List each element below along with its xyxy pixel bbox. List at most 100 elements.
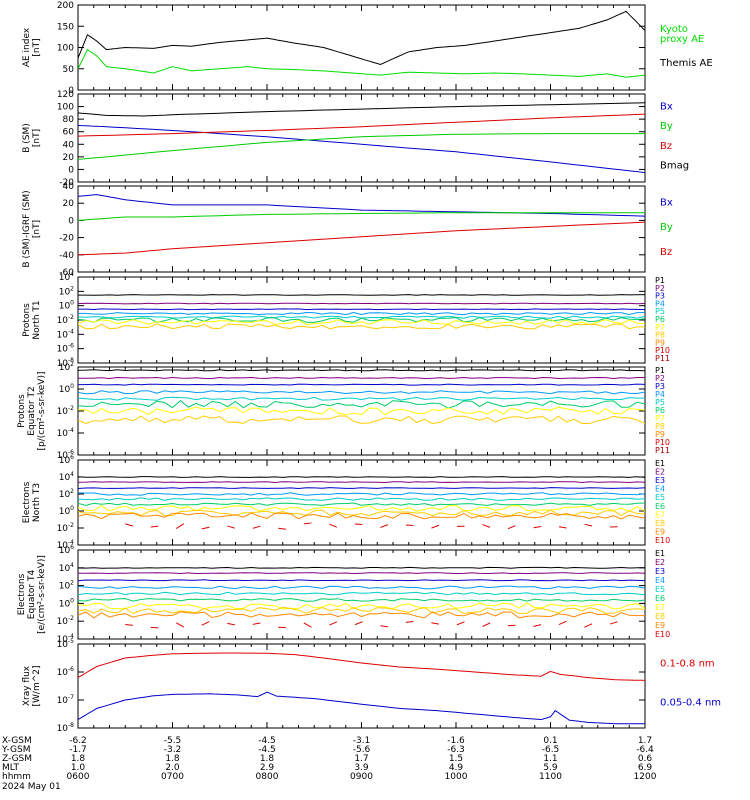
y-tick-label: 100 [57,44,74,54]
y-tick-label: 0 [68,165,74,175]
panel-data [78,476,645,530]
footer-value: 1.7 [638,736,652,746]
footer-value: 2.9 [260,763,275,773]
series-line [78,124,645,174]
y-tick-label: 80 [63,115,75,125]
channel-trace [78,396,645,401]
panel-1: 0 50 100 150 200 AE index[nT] Kyoto proxy AE The… [22,1,713,96]
panel-8: 10-8 10-7 10-6 10-5 Xray flux[W/m^2] 0.1-0.8 … [22,638,721,734]
legend-entry: E6 [655,502,665,511]
channel-trace [78,602,645,610]
y-tick-label: 10-5 [57,638,75,650]
y-tick-label: 20 [63,199,75,209]
y-tick-label: 10-6 [57,343,75,355]
y-axis-label: B (SM)-IGRF (SM)[nT] [22,190,42,267]
y-tick-label: 102 [59,361,74,373]
footer-value: -6.4 [636,745,654,755]
legend-entry: E9 [655,621,665,630]
y-tick-label: 200 [57,1,74,11]
footer-row-label: Y-GSM [1,745,30,755]
channel-trace [78,492,645,496]
legend-entry: 0.1-0.8 nm [660,659,715,670]
footer-value: 0700 [161,772,184,782]
channel-trace [78,566,645,569]
footer-value: 1.1 [543,754,557,764]
y-tick-label: 102 [59,488,74,500]
channel-trace [78,611,645,619]
legend-entry: P9 [655,430,665,439]
sparse-segment [584,623,593,628]
footer-date: 2024 May 01 [2,782,61,792]
y-axis-label: AE index[nT] [22,27,42,67]
y-tick-label: 20 [63,153,75,163]
y-tick-label: 10-6 [57,666,75,678]
y-tick-label: 40 [63,182,75,192]
panel-frame [77,459,646,546]
footer-value: 4.9 [449,763,464,773]
y-tick-label: -60 [59,268,74,278]
legend-entry: By [660,121,673,132]
panel-frame [77,93,646,183]
channel-trace [78,606,645,615]
footer-value: 0.1 [543,736,557,746]
series-line [78,113,645,137]
y-tick-label: 100 [59,300,74,312]
y-tick-label: 60 [63,128,75,138]
panel-frame [77,4,646,91]
sparse-segment [201,621,210,626]
footer-value: -5.6 [353,745,371,755]
footer-row-label: Z-GSM [2,754,32,764]
footer-value: 1100 [539,772,562,782]
legend-entry: P11 [655,354,670,363]
y-tick-label: 100 [59,383,74,395]
legend-entry: Bx [660,198,673,209]
channel-trace [78,294,645,296]
legend-entry: P10 [655,346,670,355]
channel-trace [78,319,645,326]
channel-trace [78,369,645,372]
panel-5: 10-6 10-4 10-2 100 102 ProtonsEquator T2[p/(c… [17,361,670,461]
footer-value: 0800 [256,772,279,782]
sparse-segment [482,622,491,628]
channel-trace [78,415,645,425]
footer-value: 1.8 [260,754,275,764]
legend-entry: P8 [655,331,665,340]
footer-value: 2.0 [165,763,180,773]
channel-trace [78,487,645,490]
footer-value: -5.5 [164,736,182,746]
sparse-segment [354,523,363,526]
sparse-segment [482,524,491,528]
panel-7: 10-4 10-2 100 102 104 106 ElectronsEquator T4[… [17,544,670,645]
sparse-segment [533,526,542,529]
sparse-segment [176,622,185,628]
footer-value: 1200 [634,772,657,782]
footer-row-label: MLT [2,763,20,773]
legend-entry: Kyoto proxy AE [660,24,704,45]
y-tick-label: 10-7 [57,694,75,706]
legend-entry: P7 [655,414,665,423]
y-tick-label: 10-2 [57,522,75,534]
sparse-segment [405,620,414,623]
series-line [78,652,645,681]
panel-4: 10-8 10-6 10-4 10-2 100 102 104 ProtonsNorth T1… [22,271,670,369]
legend-entry: E2 [655,468,665,477]
y-tick-label: 10-4 [57,539,75,551]
channel-trace [78,502,645,506]
y-axis-label: B (SM)[nT] [22,123,42,153]
legend-entry: P2 [655,284,665,293]
y-tick-label: 0 [68,216,74,226]
legend-entry: Bmag [660,160,689,171]
legend-entry: P5 [655,307,665,316]
sparse-segment [125,523,133,527]
y-tick-label: 10-4 [57,427,75,439]
legend-entry: E10 [655,630,670,639]
channel-trace [78,585,645,590]
legend-entry: Themis AE [659,58,713,69]
sparse-segment [558,526,567,529]
y-tick-label: 150 [57,22,74,32]
legend-entry: E3 [655,567,665,576]
footer-value: 6.9 [638,763,653,773]
panel-data [78,10,645,78]
